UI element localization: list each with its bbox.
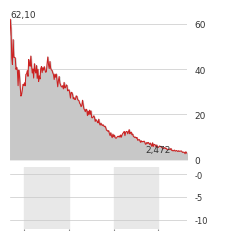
Text: 62,10: 62,10 [10, 11, 36, 20]
Bar [24, 167, 69, 229]
Text: 2,472: 2,472 [145, 145, 171, 154]
Bar [114, 167, 158, 229]
